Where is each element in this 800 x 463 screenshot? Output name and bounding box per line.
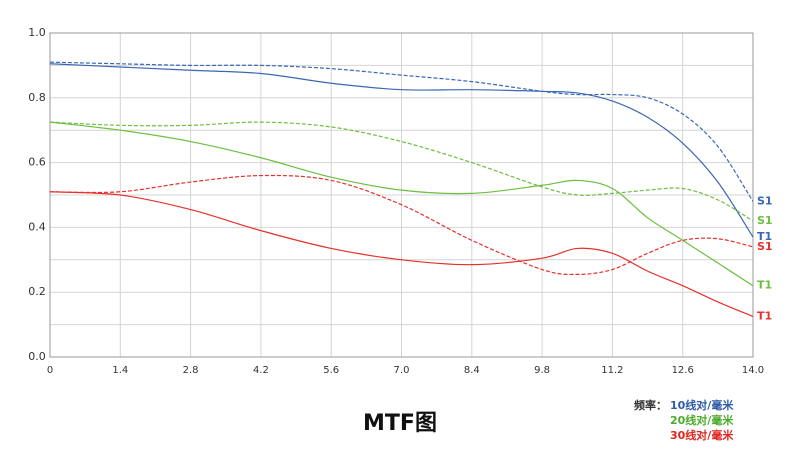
mtf-line [49, 174, 754, 276]
x-tick-label: 11.2 [601, 365, 623, 376]
x-tick-label: 9.8 [534, 365, 550, 376]
x-tick-label: 4.2 [253, 365, 269, 376]
x-tick-label: 8.4 [464, 365, 480, 376]
chart-title: MTF图 [363, 411, 437, 436]
x-tick-label: 2.8 [183, 365, 199, 376]
mtf-line [49, 63, 754, 238]
y-tick-label: 0.8 [28, 91, 46, 104]
series-end-label: T1 [757, 230, 772, 243]
series-end-label: S1 [757, 194, 773, 207]
y-tick-label: 0.0 [28, 350, 46, 363]
series-end-label: S1 [757, 214, 773, 227]
legend-entry: 30线对/毫米 [670, 428, 734, 442]
x-tick-label: 7.0 [394, 365, 410, 376]
x-tick-label: 1.4 [112, 365, 128, 376]
legend-title: 频率： [634, 398, 667, 412]
y-tick-label: 0.6 [28, 156, 46, 169]
legend-entry: 10线对/毫米 [670, 398, 734, 412]
series-end-label: T1 [757, 279, 772, 292]
legend-entry: 20线对/毫米 [670, 413, 734, 427]
series-end-label: T1 [757, 310, 772, 323]
x-tick-label: 5.6 [323, 365, 339, 376]
mtf-line [49, 191, 754, 318]
y-tick-label: 0.2 [28, 285, 46, 298]
mtf-line [49, 121, 754, 287]
x-tick-label: 14.0 [742, 365, 764, 376]
x-tick-label: 12.6 [672, 365, 694, 376]
mtf-line [49, 121, 754, 222]
series-end-label: S1 [757, 240, 773, 253]
y-tick-label: 1.0 [28, 26, 46, 39]
mtf-line [49, 61, 754, 202]
y-tick-label: 0.4 [28, 220, 46, 233]
x-tick-label: 0 [47, 365, 53, 376]
plot-frame [49, 32, 754, 358]
